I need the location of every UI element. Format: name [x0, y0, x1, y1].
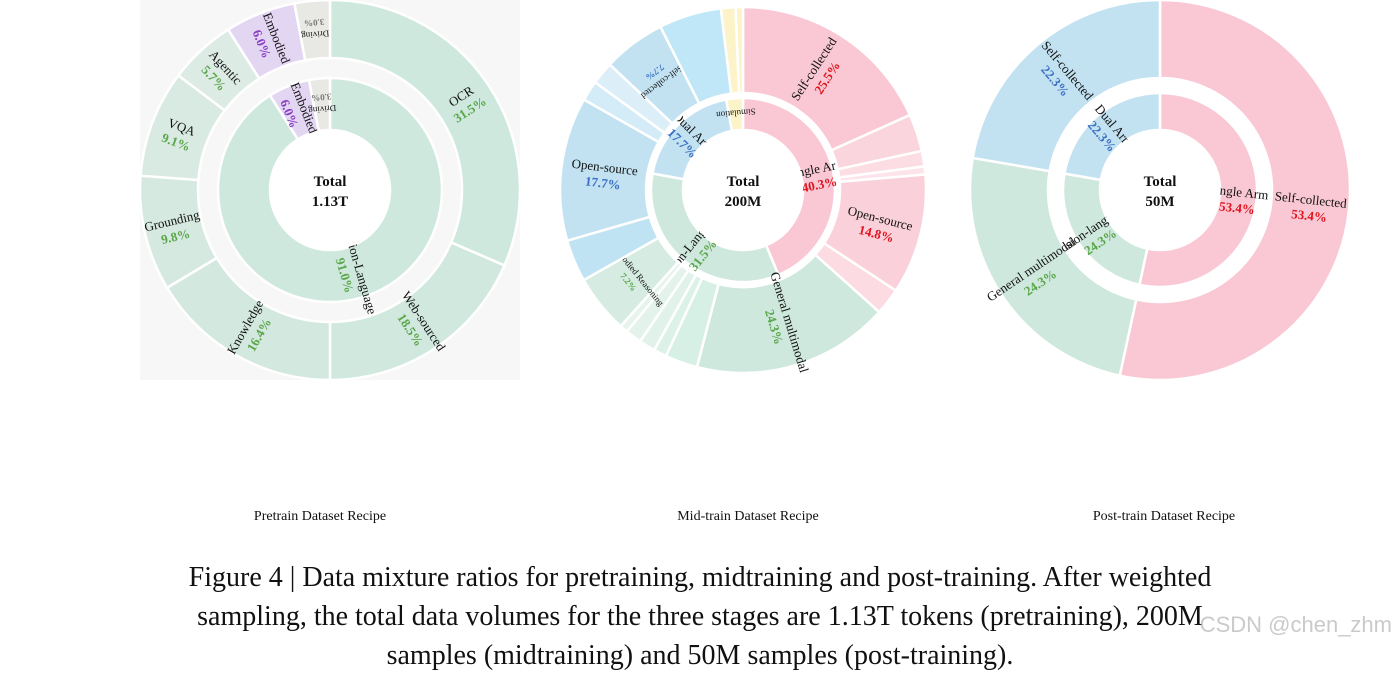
center-total-label: Total — [727, 174, 760, 190]
outer-slice-driving — [292, 0, 332, 62]
inner-name-single-arm: Single Arm — [1208, 181, 1269, 202]
posttrain-sunburst-chart: Single Arm53.4%Vision-language24.3%Dual … — [970, 0, 1350, 380]
inner-slice-single-arm — [1137, 91, 1259, 289]
outer-name-driving: Driving — [300, 28, 329, 41]
center-hole — [270, 130, 390, 250]
outer-slice-general-multimodal — [695, 252, 882, 375]
figure-caption-line-1: Figure 4 | Data mixture ratios for pretr… — [188, 562, 1212, 593]
figure-caption-line-3: samples (midtraining) and 50M samples (p… — [386, 640, 1014, 671]
inner-value-single-arm: 53.4% — [1218, 198, 1255, 217]
midtrain-chart-title: Mid-train Dataset Recipe — [677, 509, 819, 524]
center-total-label: Total — [314, 174, 347, 190]
center-total-value: 200M — [725, 194, 762, 210]
center-total-label: Total — [1144, 174, 1177, 190]
inner-value-driving: 3.0% — [311, 91, 332, 103]
pretrain-chart-title: Pretrain Dataset Recipe — [253, 509, 387, 524]
center-hole — [683, 130, 803, 250]
watermark-text: CSDN @chen_zhm — [1199, 612, 1392, 637]
center-hole — [1100, 130, 1220, 250]
figure-caption-line-2: sampling, the total data volumes for the… — [197, 601, 1203, 632]
outer-slice-general-multimodal — [970, 156, 1138, 378]
outer-slice-self-collected — [971, 0, 1162, 173]
center-total-value: 1.13T — [312, 194, 348, 210]
outer-slice-self-collected — [1118, 0, 1350, 380]
outer-value-grounding: 9.8% — [160, 226, 192, 247]
charts-area: Vision-Language 91.0% Embodied 6.0% Driving 3… — [140, 0, 1350, 524]
outer-slice-ocr — [328, 0, 520, 268]
outer-slice-self-collected — [741, 5, 912, 152]
outer-value-self-collected: 53.4% — [1291, 206, 1328, 225]
posttrain-chart-title: Post-train Dataset Recipe — [1092, 509, 1236, 524]
center-total-value: 50M — [1145, 194, 1174, 210]
outer-slice-simulation — [734, 5, 745, 95]
outer-value-open-source: 17.7% — [584, 173, 621, 192]
outer-value-driving: 3.0% — [304, 17, 325, 29]
inner-name-simulation: Simulation — [715, 107, 756, 121]
midtrain-sunburst-chart: Single Arm40.3%Vision-Language31.5%Dual … — [558, 5, 928, 375]
inner-value-single-arm: 40.3% — [800, 174, 838, 196]
inner-label-simulation: Simulation — [715, 107, 756, 121]
inner-name-driving: Driving — [307, 103, 336, 116]
